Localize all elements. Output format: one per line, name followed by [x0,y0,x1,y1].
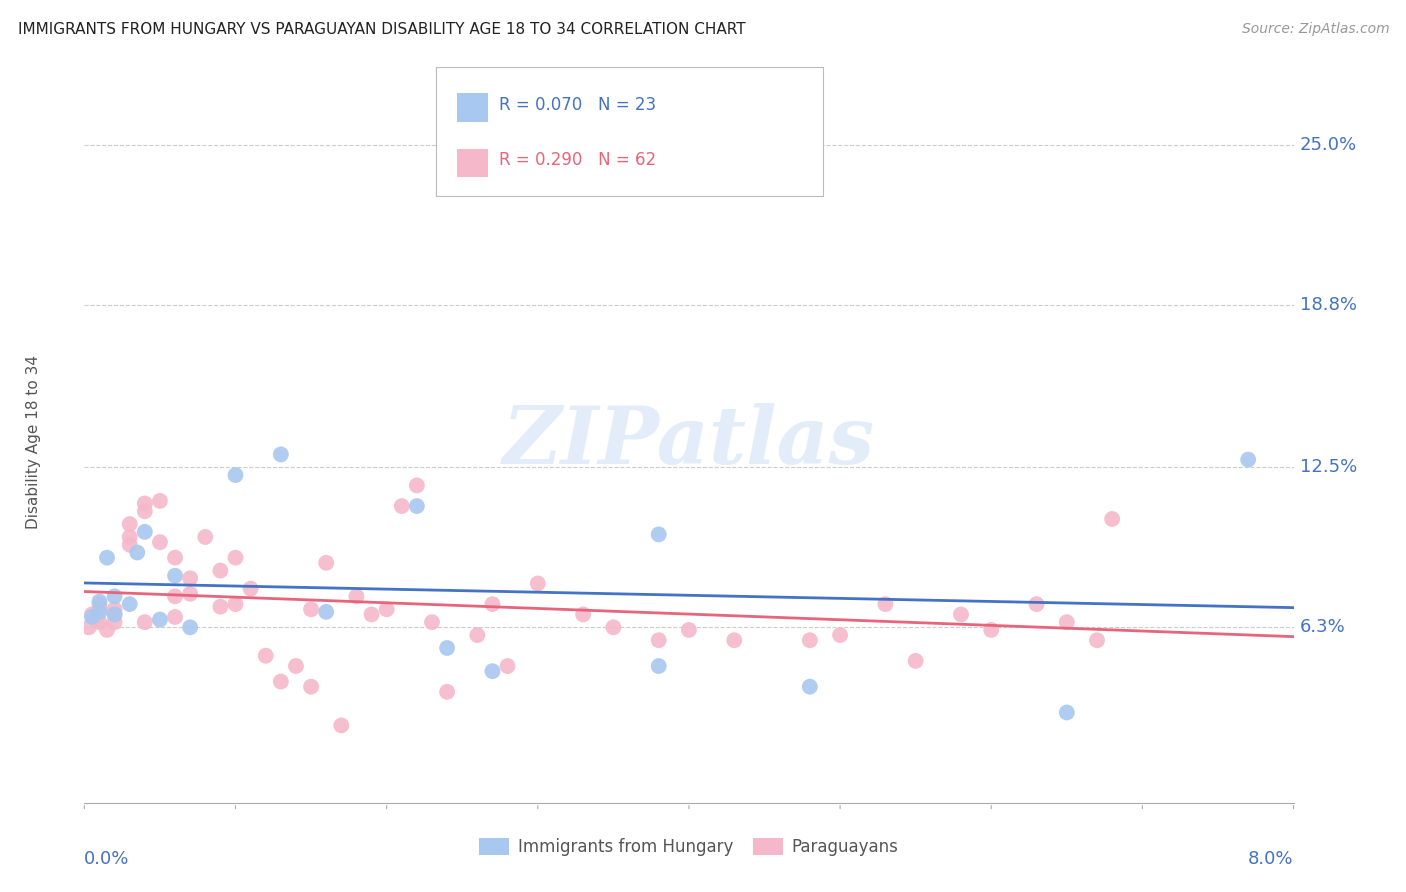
Point [165,550,187,565]
Point [1085,633,1108,648]
Point [420,615,443,630]
Point [799,680,821,694]
Point [118,517,141,532]
Point [602,620,624,634]
Point [104,615,127,630]
Point [89,597,111,611]
Point [149,613,172,627]
Point [239,582,262,596]
Point [436,640,458,655]
Point [225,550,247,565]
Point [209,564,232,578]
Point [467,628,489,642]
Point [1237,452,1260,467]
Point [270,447,292,461]
Point [904,654,927,668]
Point [254,648,277,663]
Point [723,633,745,648]
Point [648,633,671,648]
Text: Source: ZipAtlas.com: Source: ZipAtlas.com [1241,22,1389,37]
Point [270,674,292,689]
Point [527,576,550,591]
Text: 0.0%: 0.0% [84,850,129,868]
Point [127,545,149,559]
Point [89,615,111,630]
Point [194,530,217,544]
Point [950,607,973,622]
Point [104,607,127,622]
Point [209,599,232,614]
Point [285,659,308,673]
Point [391,499,413,513]
Point [77,620,100,634]
Point [134,524,156,539]
Point [496,659,519,673]
Point [104,602,127,616]
Point [96,623,118,637]
Point [799,633,821,648]
Point [149,535,172,549]
Point [980,623,1002,637]
Point [678,623,700,637]
Text: 8.0%: 8.0% [1249,850,1294,868]
Point [299,602,322,616]
Text: IMMIGRANTS FROM HUNGARY VS PARAGUAYAN DISABILITY AGE 18 TO 34 CORRELATION CHART: IMMIGRANTS FROM HUNGARY VS PARAGUAYAN DI… [18,22,747,37]
Point [436,685,458,699]
Point [134,504,156,518]
Point [179,620,201,634]
Point [179,571,201,585]
Point [96,550,118,565]
Point [406,478,429,492]
Point [86,613,108,627]
Point [179,587,201,601]
Text: R = 0.290   N = 62: R = 0.290 N = 62 [499,152,657,169]
Point [118,538,141,552]
Point [648,659,671,673]
Point [80,607,103,622]
Point [1056,615,1078,630]
Point [89,594,111,608]
Text: 12.5%: 12.5% [1299,458,1357,476]
Point [481,664,503,678]
Point [330,718,353,732]
Point [346,590,368,604]
Point [89,605,111,619]
Point [1056,706,1078,720]
Point [315,605,337,619]
Text: ZIPatlas: ZIPatlas [503,403,875,480]
Point [648,527,671,541]
Point [165,590,187,604]
Point [134,615,156,630]
Point [118,530,141,544]
Point [89,602,111,616]
Legend: Immigrants from Hungary, Paraguayans: Immigrants from Hungary, Paraguayans [472,831,905,863]
Text: 25.0%: 25.0% [1299,136,1357,153]
Point [1025,597,1047,611]
Point [375,602,398,616]
Point [875,597,897,611]
Text: 18.8%: 18.8% [1299,296,1357,314]
Point [830,628,852,642]
Point [406,499,429,513]
Point [572,607,595,622]
Point [104,607,127,622]
Point [165,610,187,624]
Text: 6.3%: 6.3% [1299,618,1346,636]
Point [134,496,156,510]
Point [165,568,187,582]
Text: Disability Age 18 to 34: Disability Age 18 to 34 [27,354,41,529]
Point [315,556,337,570]
Point [104,590,127,604]
Point [481,597,503,611]
Point [360,607,382,622]
Point [149,494,172,508]
Point [118,597,141,611]
Text: R = 0.070   N = 23: R = 0.070 N = 23 [499,96,657,114]
Point [299,680,322,694]
Point [225,468,247,483]
Point [80,610,103,624]
Point [225,597,247,611]
Point [1101,512,1123,526]
